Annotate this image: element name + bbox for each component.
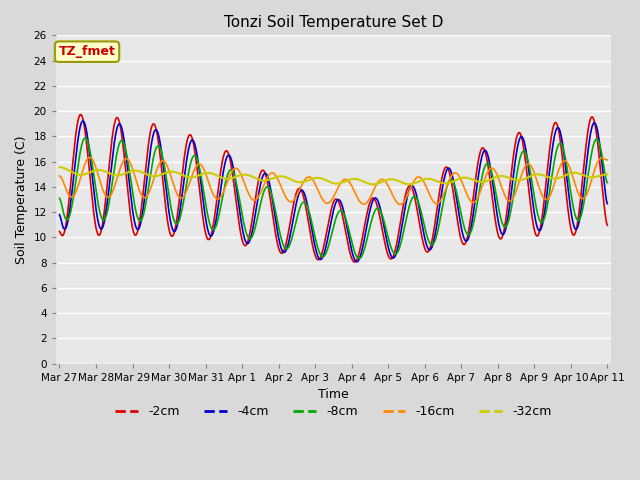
Legend: -2cm, -4cm, -8cm, -16cm, -32cm: -2cm, -4cm, -8cm, -16cm, -32cm xyxy=(111,400,556,423)
-4cm xyxy=(79,118,87,124)
-32cm xyxy=(325,179,333,184)
-8cm xyxy=(380,217,387,223)
Text: TZ_fmet: TZ_fmet xyxy=(59,45,115,58)
-4cm xyxy=(353,259,361,264)
-32cm xyxy=(433,178,441,184)
-2cm xyxy=(434,202,442,208)
-8cm xyxy=(604,180,611,186)
-4cm xyxy=(326,226,333,232)
Line: -16cm: -16cm xyxy=(60,157,607,204)
-16cm xyxy=(200,167,208,173)
Line: -32cm: -32cm xyxy=(60,167,607,184)
-32cm xyxy=(604,171,611,177)
-16cm xyxy=(177,195,184,201)
-16cm xyxy=(379,177,387,182)
-16cm xyxy=(434,201,442,206)
Line: -4cm: -4cm xyxy=(60,121,607,262)
-2cm xyxy=(380,234,387,240)
-4cm xyxy=(434,216,442,222)
Line: -2cm: -2cm xyxy=(60,115,607,262)
-8cm xyxy=(326,239,333,245)
-8cm xyxy=(177,214,184,219)
Title: Tonzi Soil Temperature Set D: Tonzi Soil Temperature Set D xyxy=(224,15,443,30)
-2cm xyxy=(77,112,84,118)
-16cm xyxy=(86,155,93,160)
-16cm xyxy=(56,173,63,179)
-32cm xyxy=(176,171,184,177)
-4cm xyxy=(200,205,208,211)
Y-axis label: Soil Temperature (C): Soil Temperature (C) xyxy=(15,135,28,264)
-4cm xyxy=(56,212,63,217)
-4cm xyxy=(555,125,563,131)
-2cm xyxy=(555,127,563,133)
-32cm xyxy=(554,175,562,181)
-32cm xyxy=(379,179,387,184)
-16cm xyxy=(397,202,404,207)
-2cm xyxy=(56,228,63,234)
-8cm xyxy=(81,135,89,141)
-4cm xyxy=(604,201,611,206)
X-axis label: Time: Time xyxy=(318,388,349,401)
-4cm xyxy=(177,204,184,210)
-8cm xyxy=(355,256,363,262)
-2cm xyxy=(326,214,333,220)
Line: -8cm: -8cm xyxy=(60,138,607,259)
-2cm xyxy=(351,259,358,265)
-8cm xyxy=(434,228,442,234)
-16cm xyxy=(326,200,333,205)
-2cm xyxy=(177,187,184,193)
-16cm xyxy=(604,157,611,163)
-2cm xyxy=(200,222,208,228)
-4cm xyxy=(380,221,387,227)
-16cm xyxy=(555,168,563,173)
-32cm xyxy=(369,181,377,187)
-2cm xyxy=(604,222,611,228)
-8cm xyxy=(555,142,563,147)
-32cm xyxy=(200,171,207,177)
-8cm xyxy=(200,191,208,197)
-32cm xyxy=(56,164,63,170)
-8cm xyxy=(56,195,63,201)
